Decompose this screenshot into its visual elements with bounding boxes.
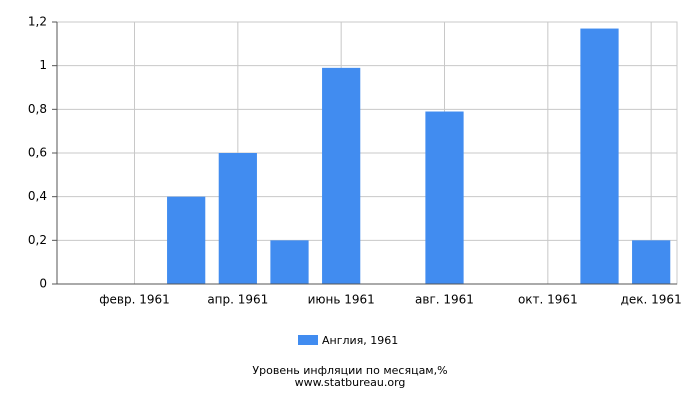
y-tick-label: 0,2 [28, 233, 47, 247]
bar [218, 153, 257, 284]
bar [425, 111, 464, 285]
chart-title: Уровень инфляции по месяцам,% [252, 364, 447, 377]
x-tick-label: апр. 1961 [207, 293, 268, 307]
legend-label: Англия, 1961 [322, 334, 398, 347]
bar [270, 240, 309, 284]
y-tick-label: 1 [39, 58, 47, 72]
x-tick-label: авг. 1961 [415, 293, 474, 307]
y-tick-label: 0,6 [28, 146, 47, 160]
bar [322, 67, 361, 284]
bar [580, 28, 619, 284]
legend-swatch [298, 335, 318, 345]
y-tick-label: 0,8 [28, 102, 47, 116]
x-tick-label: февр. 1961 [99, 293, 170, 307]
chart-subtitle: www.statbureau.org [295, 376, 406, 389]
bar [632, 240, 671, 284]
x-tick-label: дек. 1961 [621, 293, 682, 307]
y-tick-label: 0,4 [28, 189, 47, 203]
bar [167, 196, 206, 284]
y-tick-label: 0 [39, 277, 47, 291]
x-tick-label: окт. 1961 [518, 293, 578, 307]
x-tick-label: июнь 1961 [308, 293, 375, 307]
y-tick-label: 1,2 [28, 15, 47, 29]
